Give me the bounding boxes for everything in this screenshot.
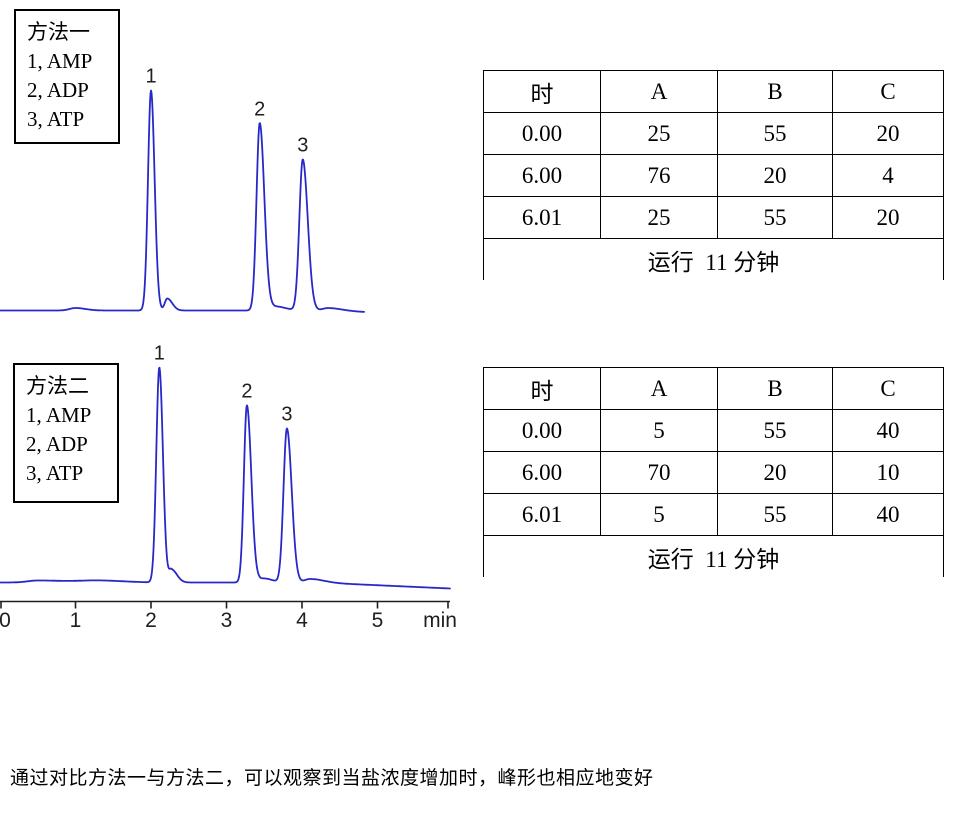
cell-a: 25 <box>600 112 718 155</box>
peak-label-3-chromatogram-method-2: 3 <box>281 404 292 426</box>
cell-time: 0.00 <box>483 112 601 155</box>
axis-tick-label-3: 3 <box>221 609 233 632</box>
header-cell-c: C <box>832 70 944 113</box>
table-footer-row: 运行 11 分钟 <box>483 535 944 577</box>
legend-item-adp: 2, ADP <box>27 78 89 102</box>
table-row: 0.00 25 55 20 <box>483 112 944 155</box>
cell-b: 55 <box>717 493 833 536</box>
table-header-row: 时 A B C <box>483 70 944 113</box>
cell-a: 5 <box>600 409 718 452</box>
header-cell-a: A <box>600 367 718 410</box>
table-row: 0.00 5 55 40 <box>483 409 944 452</box>
cell-c: 40 <box>832 493 944 536</box>
axis-tick-label-0: 0 <box>0 609 11 632</box>
header-cell-time: 时 <box>483 70 601 113</box>
table-header-row: 时 A B C <box>483 367 944 410</box>
table-row: 6.00 76 20 4 <box>483 154 944 197</box>
legend-method-2-title: 方法二 <box>26 374 89 398</box>
legend-item-amp: 1, AMP <box>27 49 93 73</box>
cell-c: 4 <box>832 154 944 197</box>
trace-chromatogram-method-2 <box>0 366 451 590</box>
run-time-note: 运行 11 分钟 <box>483 238 944 280</box>
header-cell-b: B <box>717 70 833 113</box>
cell-time: 0.00 <box>483 409 601 452</box>
cell-a: 25 <box>600 196 718 239</box>
peak-label-2-chromatogram-method-1: 2 <box>254 99 265 121</box>
cell-b: 55 <box>717 196 833 239</box>
cell-c: 20 <box>832 196 944 239</box>
cell-c: 20 <box>832 112 944 155</box>
cell-b: 55 <box>717 112 833 155</box>
cell-time: 6.01 <box>483 493 601 536</box>
conclusion-caption: 通过对比方法一与方法二，可以观察到当盐浓度增加时，峰形也相应地变好 <box>10 768 654 789</box>
header-cell-c: C <box>832 367 944 410</box>
cell-a: 70 <box>600 451 718 494</box>
table-row: 6.00 70 20 10 <box>483 451 944 494</box>
legend-method-2: 方法二 1, AMP 2, ADP 3, ATP <box>13 363 119 503</box>
axis-unit-label: min <box>423 609 457 632</box>
cell-time: 6.01 <box>483 196 601 239</box>
legend-item-adp: 2, ADP <box>26 432 88 456</box>
legend-method-1: 方法一 1, AMP 2, ADP 3, ATP <box>14 9 120 144</box>
cell-b: 55 <box>717 409 833 452</box>
cell-c: 10 <box>832 451 944 494</box>
peak-label-3-chromatogram-method-1: 3 <box>297 135 308 157</box>
cell-c: 40 <box>832 409 944 452</box>
axis-tick-label-1: 1 <box>70 609 82 632</box>
axis-tick-label-2: 2 <box>145 609 157 632</box>
gradient-table-method-2: 时 A B C 0.00 5 55 40 6.00 70 20 10 6.01 … <box>483 367 944 577</box>
peak-label-1-chromatogram-method-1: 1 <box>145 66 156 88</box>
axis-tick-label-5: 5 <box>372 609 384 632</box>
table-row: 6.01 25 55 20 <box>483 196 944 239</box>
cell-a: 76 <box>600 154 718 197</box>
legend-item-amp: 1, AMP <box>26 403 92 427</box>
axis-tick-label-4: 4 <box>296 609 308 632</box>
cell-time: 6.00 <box>483 154 601 197</box>
cell-time: 6.00 <box>483 451 601 494</box>
legend-item-atp: 3, ATP <box>27 107 85 131</box>
cell-b: 20 <box>717 154 833 197</box>
table-footer-row: 运行 11 分钟 <box>483 238 944 280</box>
legend-method-1-title: 方法一 <box>27 20 90 44</box>
legend-item-atp: 3, ATP <box>26 461 84 485</box>
header-cell-a: A <box>600 70 718 113</box>
table-row: 6.01 5 55 40 <box>483 493 944 536</box>
gradient-table-method-1: 时 A B C 0.00 25 55 20 6.00 76 20 4 6.01 … <box>483 70 944 280</box>
header-cell-time: 时 <box>483 367 601 410</box>
run-time-note: 运行 11 分钟 <box>483 535 944 577</box>
cell-a: 5 <box>600 493 718 536</box>
peak-label-2-chromatogram-method-2: 2 <box>241 381 252 403</box>
peak-label-1-chromatogram-method-2: 1 <box>154 343 165 365</box>
trace-chromatogram-method-1 <box>0 89 365 313</box>
header-cell-b: B <box>717 367 833 410</box>
cell-b: 20 <box>717 451 833 494</box>
